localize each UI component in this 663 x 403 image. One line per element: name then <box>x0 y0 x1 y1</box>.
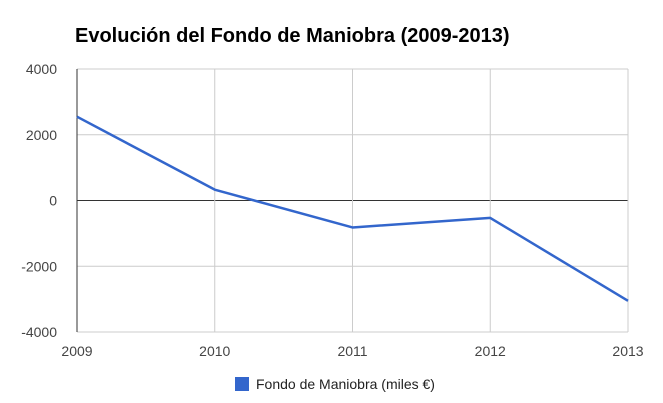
chart-title: Evolución del Fondo de Maniobra (2009-20… <box>75 25 510 47</box>
x-tick-label: 2012 <box>475 343 506 359</box>
legend-swatch <box>235 377 249 391</box>
x-tick-label: 2011 <box>337 343 367 359</box>
grid-lines <box>76 68 629 333</box>
y-tick-label: -4000 <box>21 324 57 340</box>
x-axis-tick-labels: 2009 2010 2011 2012 2013 <box>61 343 643 359</box>
y-axis-tick-labels: 4000 2000 0 -2000 -4000 <box>21 61 57 340</box>
series-lines <box>76 115 629 302</box>
y-tick-label: 4000 <box>26 61 57 77</box>
x-tick-label: 2009 <box>61 343 92 359</box>
y-tick-label: 0 <box>49 193 57 209</box>
legend[interactable]: Fondo de Maniobra (miles €) <box>235 376 435 392</box>
y-tick-label: -2000 <box>21 258 57 274</box>
y-tick-label: 2000 <box>26 127 57 143</box>
x-tick-label: 2013 <box>612 343 643 359</box>
x-tick-label: 2010 <box>199 343 230 359</box>
legend-label: Fondo de Maniobra (miles €) <box>256 376 435 392</box>
